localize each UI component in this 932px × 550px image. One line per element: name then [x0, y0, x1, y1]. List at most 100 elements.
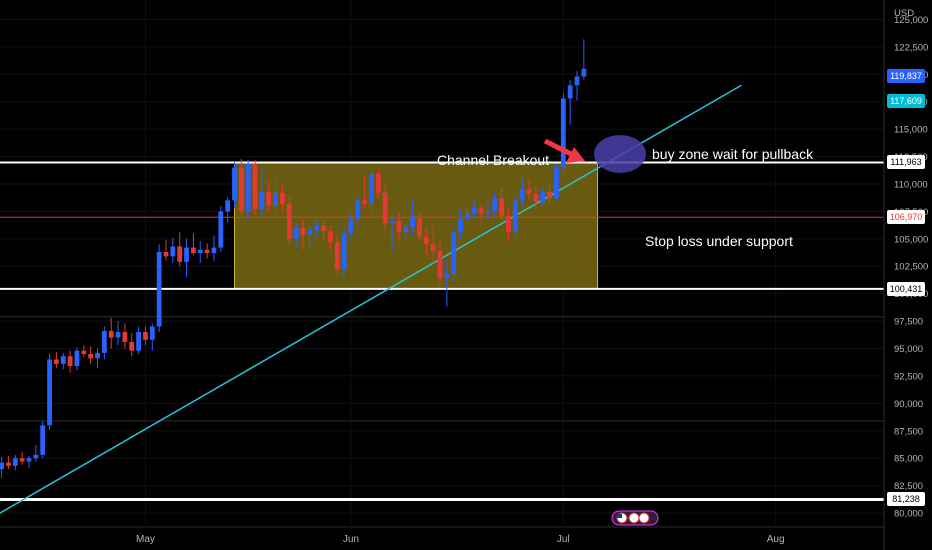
time-axis[interactable]: May Jun Jul Aug — [0, 526, 884, 545]
candle — [0, 457, 5, 478]
candle — [259, 167, 265, 217]
candle — [129, 333, 135, 357]
candle — [328, 225, 333, 250]
candle-body — [341, 233, 347, 270]
candle — [218, 205, 224, 252]
candle-body — [0, 462, 5, 470]
candle-body — [225, 200, 231, 212]
candle-body — [437, 250, 443, 279]
y-tick-label: 97,500 — [894, 317, 923, 328]
candle-body — [321, 225, 326, 232]
candle — [245, 159, 251, 220]
price-tag-midline: 106,970 — [887, 210, 925, 225]
candle-body — [40, 425, 46, 455]
candle-body — [74, 350, 80, 367]
flag-badge-icon — [611, 510, 659, 526]
candle — [417, 211, 422, 240]
candle — [40, 420, 46, 459]
candle-body — [389, 221, 395, 224]
candle-body — [581, 68, 587, 77]
candle — [280, 183, 285, 212]
candle — [204, 243, 210, 259]
overlays — [543, 135, 659, 526]
candle-body — [334, 242, 340, 270]
candle-body — [136, 332, 141, 351]
candle — [6, 455, 11, 470]
candle-body — [314, 225, 320, 231]
candle-body — [54, 359, 59, 364]
candle-body — [328, 231, 333, 243]
price-tag-support: 100,431 — [887, 281, 925, 296]
candle — [458, 209, 463, 239]
price-tag-lower-support: 81,238 — [887, 492, 925, 507]
candle-body — [101, 330, 107, 353]
candle-body — [191, 247, 196, 254]
candles — [0, 39, 587, 478]
candle-body — [67, 356, 73, 367]
candle-body — [12, 458, 18, 466]
candle-body — [458, 219, 463, 233]
candle-body — [519, 189, 525, 201]
y-tick-label: 87,500 — [894, 426, 923, 437]
candle-body — [547, 191, 552, 199]
candle-body — [560, 98, 566, 168]
candle-body — [177, 246, 183, 262]
candle — [197, 241, 203, 263]
price-tag-last: 119,837 — [887, 69, 925, 84]
y-tick-label: 85,000 — [894, 454, 923, 465]
candle — [143, 326, 148, 346]
level-lines — [0, 161, 884, 501]
candle — [26, 455, 32, 469]
candle — [396, 212, 402, 242]
candle-body — [465, 213, 470, 220]
candle — [108, 317, 114, 349]
candle — [307, 224, 313, 252]
candle — [540, 187, 546, 206]
candle — [478, 203, 484, 223]
currency-label: USD — [894, 8, 914, 19]
candle-body — [471, 208, 477, 214]
candle — [519, 177, 525, 206]
candle-body — [554, 167, 559, 199]
candle — [184, 238, 189, 278]
candle-body — [197, 249, 203, 254]
candle — [492, 190, 498, 217]
candle-body — [382, 192, 388, 224]
candle-body — [300, 227, 306, 235]
candle — [47, 353, 52, 430]
candle — [554, 164, 559, 201]
candle-body — [567, 85, 573, 99]
candle — [567, 79, 573, 125]
candle — [266, 181, 272, 212]
candle-body — [238, 167, 244, 212]
candle — [225, 197, 231, 223]
candle-body — [149, 326, 155, 340]
candle — [375, 170, 381, 199]
candle — [19, 451, 25, 465]
candle — [293, 222, 299, 248]
candle — [355, 194, 361, 228]
candle-body — [348, 219, 354, 234]
candle — [403, 223, 409, 242]
candle — [273, 173, 278, 215]
candle — [410, 199, 415, 236]
candle — [101, 326, 107, 360]
candle — [581, 39, 587, 80]
candle-body — [184, 247, 189, 262]
candle — [136, 326, 141, 354]
candle — [341, 227, 347, 278]
candle-body — [533, 193, 539, 202]
candle-body — [273, 192, 278, 206]
candle-body — [451, 232, 457, 274]
candle — [423, 226, 429, 256]
candle — [444, 259, 450, 307]
candle — [334, 234, 340, 274]
candle — [321, 220, 326, 242]
candle — [512, 194, 518, 237]
y-tick-label: 82,500 — [894, 481, 923, 492]
candle — [252, 159, 258, 215]
candle-body — [375, 174, 381, 193]
x-tick-label: Aug — [767, 534, 785, 545]
candle-body — [95, 352, 100, 359]
